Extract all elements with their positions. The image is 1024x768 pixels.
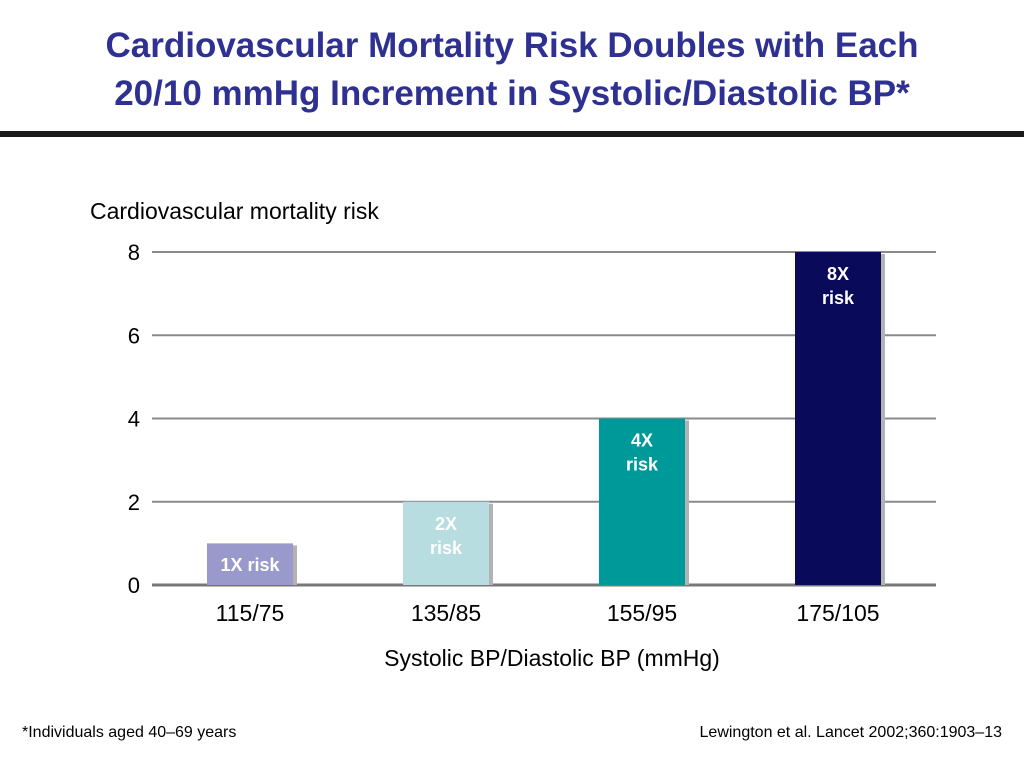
bar-data-label: 2X — [435, 514, 457, 534]
x-tick-labels: 115/75 135/85 155/95 175/105 — [216, 600, 880, 626]
citation: Lewington et al. Lancet 2002;360:1903–13 — [699, 724, 1002, 741]
bar-data-label: 4X — [631, 431, 653, 451]
title-line-1: Cardiovascular Mortality Risk Doubles wi… — [105, 26, 919, 65]
x-tick-label: 155/95 — [607, 600, 677, 626]
x-axis-label: Systolic BP/Diastolic BP (mmHg) — [384, 645, 720, 671]
x-tick-label: 135/85 — [411, 600, 481, 626]
bar — [795, 252, 881, 585]
y-tick-label: 4 — [128, 407, 140, 432]
y-tick-labels: 0 2 4 6 8 — [128, 240, 140, 598]
bar-data-label: risk — [430, 538, 463, 558]
x-tick-label: 175/105 — [796, 600, 879, 626]
x-tick-label: 115/75 — [216, 600, 285, 626]
y-tick-label: 2 — [128, 490, 140, 515]
title-line-2: 20/10 mmHg Increment in Systolic/Diastol… — [114, 74, 910, 113]
y-axis-label: Cardiovascular mortality risk — [90, 198, 379, 224]
y-tick-label: 8 — [128, 240, 140, 265]
footnote: *Individuals aged 40–69 years — [22, 724, 237, 741]
bar — [207, 543, 293, 585]
bars: 1X risk 2X risk 4X risk 8X risk — [207, 252, 885, 585]
y-tick-label: 0 — [128, 573, 140, 598]
bar-data-label: 8X — [827, 264, 849, 284]
y-tick-label: 6 — [128, 323, 140, 348]
bar-data-label: risk — [822, 288, 855, 308]
bar — [599, 418, 685, 585]
bar-data-label: risk — [626, 455, 659, 475]
bar — [403, 501, 489, 585]
slide-title: Cardiovascular Mortality Risk Doubles wi… — [0, 22, 1024, 118]
bar-data-label: 1X risk — [220, 555, 280, 575]
title-divider — [0, 131, 1024, 137]
